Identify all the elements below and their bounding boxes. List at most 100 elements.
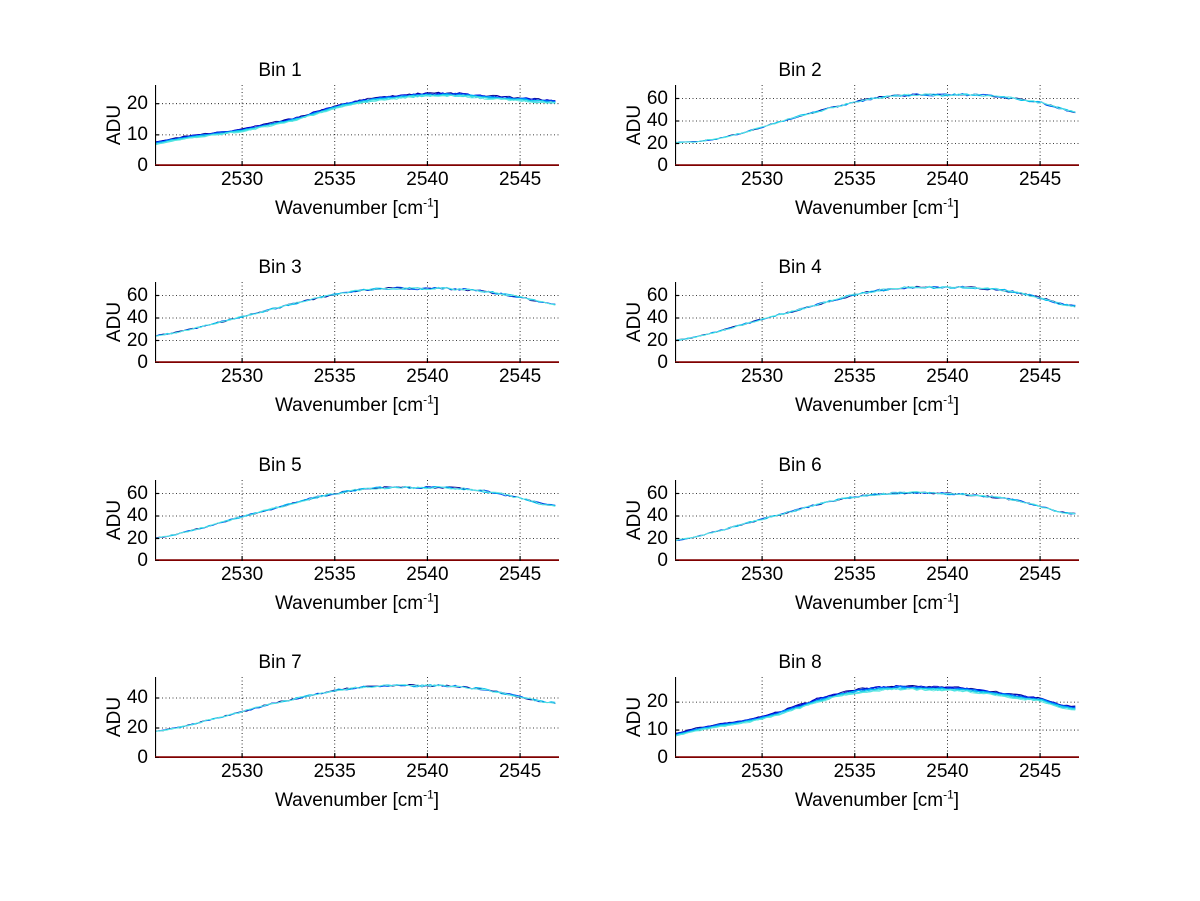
spectrum-trace: [675, 685, 1076, 734]
x-tick-label: 2545: [1018, 169, 1062, 190]
spectrum-trace: [675, 93, 1076, 144]
x-axis-label: Wavenumber [cm-1]: [675, 789, 1079, 812]
x-axis-label: Wavenumber [cm-1]: [155, 394, 559, 417]
x-tick-label: 2530: [220, 366, 264, 387]
x-tick-label: 2535: [833, 564, 876, 585]
y-tick-label: 60: [646, 284, 668, 306]
y-tick-label: 20: [126, 92, 148, 114]
spectrum-trace: [155, 486, 556, 540]
y-tick-label: 60: [126, 482, 148, 504]
spectrum-trace: [675, 285, 1076, 341]
panel-bin-8: Bin 8 ADU 0 10 20 2530 2535 2540 2545 Wavenumber …: [520, 652, 1080, 849]
plot-axes: ADU 0 20 40 60 2530 2535 2540 2545 Wavenumber [cm…: [624, 480, 1079, 614]
x-tick-label: 2540: [406, 366, 449, 387]
x-tick-label: 2545: [498, 761, 542, 782]
spectrum-trace: [155, 94, 556, 145]
x-tick-label: 2540: [926, 761, 969, 782]
plot-area: [155, 480, 559, 561]
x-axis-label-main: Wavenumber [cm: [274, 395, 424, 416]
x-axis-label-exponent: -1: [943, 392, 954, 407]
y-tick-label: 40: [126, 505, 148, 526]
x-axis-label-tail: ]: [953, 593, 960, 614]
x-axis-label-exponent: -1: [423, 787, 434, 802]
plot-area: [155, 677, 559, 758]
x-tick-label: 2545: [1018, 761, 1062, 782]
spectrum-trace: [155, 486, 556, 539]
x-axis-label-main: Wavenumber [cm: [794, 790, 944, 811]
plot-axes: ADU 0 10 20 2530 2535 2540 2545 Wavenumber [cm-1…: [624, 677, 1079, 811]
x-tick-label: 2545: [498, 564, 542, 585]
x-tick-label: 2535: [313, 564, 356, 585]
panel-bin-3: Bin 3 ADU 0 20 40 60 2530 2535 2540 2545 Wavenumbe…: [0, 257, 560, 454]
x-axis-label-tail: ]: [433, 198, 440, 219]
x-axis-label-exponent: -1: [943, 590, 954, 605]
x-axis-label: Wavenumber [cm-1]: [675, 590, 1079, 615]
spectrum-trace: [675, 491, 1076, 542]
y-tick-label: 20: [646, 691, 668, 713]
x-tick-label: 2535: [313, 366, 356, 387]
y-tick-label: 0: [657, 352, 668, 373]
spectrum-trace: [675, 685, 1076, 735]
plot-area: [675, 282, 1079, 363]
y-tick-label: 20: [126, 717, 148, 738]
x-tick-label: 2540: [406, 169, 449, 190]
plot-axes: ADU 0 20 40 60 2530 2535 2540 2545 Wavenumber [cm…: [624, 85, 1079, 219]
spectrum-trace: [675, 685, 1076, 736]
x-tick-label: 2545: [498, 366, 542, 387]
spectrum-trace: [155, 286, 556, 337]
x-axis-label-tail: ]: [433, 790, 440, 811]
y-tick-label: 10: [646, 719, 668, 741]
y-tick-label: 0: [137, 747, 148, 768]
panel-title: Bin 6: [778, 455, 822, 476]
y-tick-label: 10: [126, 123, 148, 145]
spectrum-trace: [675, 687, 1076, 737]
x-tick-label: 2540: [406, 761, 449, 782]
x-tick-label: 2535: [833, 761, 876, 782]
x-tick-label: 2530: [740, 366, 784, 387]
x-tick-label: 2545: [1018, 564, 1062, 585]
x-axis-label-main: Wavenumber [cm: [794, 593, 944, 614]
plot-axes: ADU 0 20 40 60 2530 2535 2540 2545 Wavenumber [cm…: [104, 282, 559, 416]
spectrum-trace: [155, 684, 556, 733]
spectrum-trace: [155, 94, 556, 145]
x-axis-label-tail: ]: [953, 395, 960, 416]
y-tick-label: 20: [126, 527, 148, 549]
panel-title: Bin 4: [778, 257, 822, 278]
plot-area: [675, 677, 1079, 758]
plot-area: [675, 480, 1079, 561]
plot-area: [675, 85, 1079, 166]
panel-title: Bin 2: [778, 60, 822, 81]
x-axis-label-tail: ]: [433, 395, 440, 416]
spectrum-trace: [675, 490, 1076, 542]
x-axis-label-exponent: -1: [943, 195, 954, 210]
x-axis-label-main: Wavenumber [cm: [794, 198, 944, 219]
x-tick-label: 2530: [740, 169, 784, 190]
x-tick-label: 2545: [498, 169, 542, 190]
spectrum-trace: [675, 286, 1076, 341]
y-tick-label: 0: [657, 155, 668, 176]
plot-area: [155, 282, 559, 363]
x-axis-label-exponent: -1: [423, 590, 434, 605]
x-tick-label: 2530: [220, 564, 264, 585]
x-tick-label: 2535: [313, 169, 356, 190]
x-tick-label: 2540: [926, 366, 969, 387]
x-axis-label: Wavenumber [cm-1]: [675, 392, 1079, 417]
x-axis-label: Wavenumber [cm-1]: [155, 590, 559, 615]
spectrum-trace: [155, 485, 556, 540]
x-tick-label: 2535: [313, 761, 356, 782]
spectrum-trace: [675, 93, 1076, 144]
x-axis-label: Wavenumber [cm-1]: [155, 197, 559, 220]
panel-title: Bin 5: [258, 455, 302, 476]
spectrum-trace: [155, 486, 556, 539]
x-tick-label: 2530: [220, 169, 264, 190]
y-tick-label: 40: [646, 505, 668, 526]
x-axis-label-tail: ]: [433, 593, 440, 614]
panel-bin-4: Bin 4 ADU 0 20 40 60 2530 2535 2540 2545 Wavenumbe…: [520, 257, 1080, 454]
y-tick-label: 20: [646, 527, 668, 549]
panel-bin-1: Bin 1 ADU 0 10 20 2530 2535 2540 2545 Wavenumber …: [0, 60, 560, 257]
x-axis-label-tail: ]: [953, 198, 960, 219]
x-tick-label: 2540: [406, 564, 449, 585]
y-tick-label: 0: [137, 155, 148, 176]
y-tick-label: 20: [646, 329, 668, 351]
x-axis-label: Wavenumber [cm-1]: [675, 195, 1079, 220]
